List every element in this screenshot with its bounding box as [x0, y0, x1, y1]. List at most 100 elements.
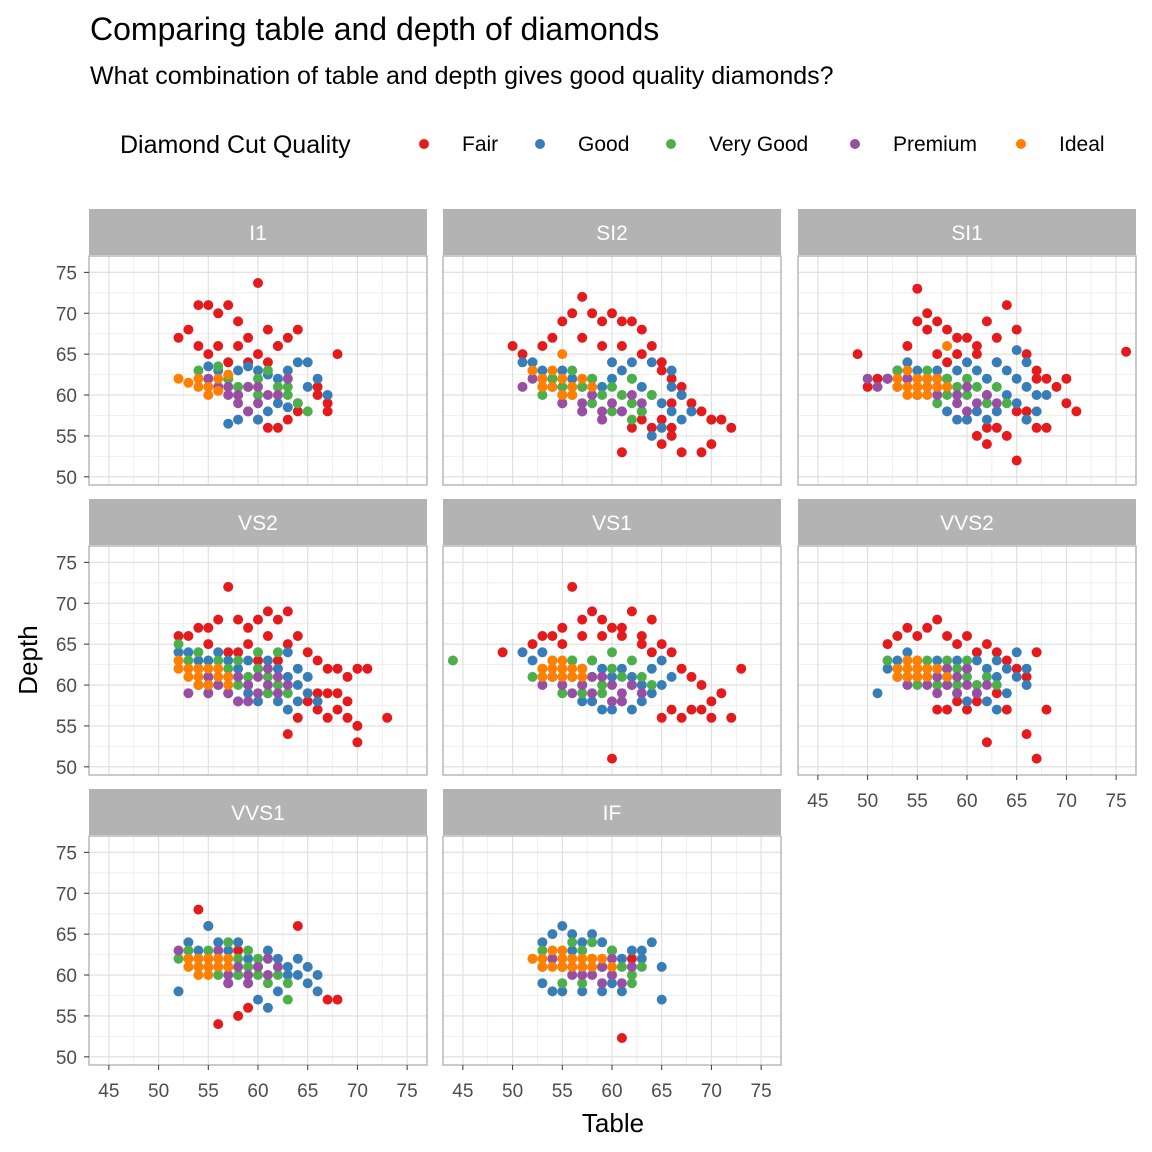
data-point-very-good: [597, 390, 608, 400]
data-point-good: [557, 921, 568, 931]
facet-strip-label: SI2: [596, 222, 628, 245]
data-point-good: [203, 361, 214, 372]
data-point-good: [666, 671, 677, 682]
data-point-ideal: [193, 373, 204, 384]
data-point-very-good: [203, 945, 214, 956]
data-point-good: [597, 986, 608, 997]
data-point-fair: [282, 332, 293, 343]
data-point-ideal: [557, 655, 568, 666]
data-point-good: [537, 647, 548, 658]
data-point-very-good: [942, 390, 953, 400]
data-point-fair: [213, 341, 224, 351]
data-point-good: [962, 414, 972, 425]
data-point-very-good: [607, 381, 617, 392]
data-point-fair: [607, 622, 617, 633]
data-point-ideal: [183, 671, 194, 682]
data-point-good: [607, 978, 617, 989]
data-point-ideal: [922, 381, 933, 392]
data-point-fair: [991, 688, 1002, 699]
data-point-very-good: [942, 373, 953, 384]
data-point-fair: [272, 655, 283, 666]
data-point-ideal: [922, 663, 933, 674]
data-point-premium: [233, 671, 244, 682]
data-point-good: [292, 663, 303, 674]
data-point-premium: [253, 671, 263, 682]
data-point-premium: [607, 696, 617, 707]
data-point-fair: [922, 308, 933, 319]
data-point-ideal: [902, 381, 913, 392]
data-point-very-good: [213, 361, 224, 372]
data-point-fair: [243, 639, 254, 650]
data-point-very-good: [447, 655, 458, 666]
x-tick-label: 65: [651, 1081, 672, 1102]
y-tick-label: 60: [56, 386, 77, 407]
data-point-fair: [962, 332, 972, 343]
data-point-fair: [1031, 647, 1042, 658]
data-point-ideal: [912, 655, 923, 666]
data-point-ideal: [203, 390, 214, 400]
data-point-good: [1011, 345, 1022, 356]
data-point-fair: [981, 737, 992, 748]
data-point-very-good: [243, 961, 254, 972]
data-point-premium: [243, 970, 254, 980]
data-point-fair: [312, 704, 323, 715]
data-point-fair: [1061, 373, 1072, 384]
data-point-ideal: [537, 961, 548, 972]
data-point-premium: [223, 978, 234, 989]
data-point-very-good: [547, 373, 558, 384]
data-point-fair: [706, 696, 717, 707]
data-point-premium: [272, 688, 283, 699]
facet-strip-label: VS1: [592, 512, 632, 535]
data-point-very-good: [292, 398, 303, 409]
data-point-good: [302, 357, 313, 368]
data-point-ideal: [567, 953, 578, 964]
data-point-fair: [981, 439, 992, 450]
data-point-ideal: [932, 373, 943, 384]
y-tick-label: 75: [56, 263, 77, 284]
data-point-fair: [626, 606, 637, 617]
data-point-premium: [962, 663, 972, 674]
y-tick-label: 65: [56, 925, 77, 946]
data-point-fair: [1051, 381, 1062, 392]
data-point-good: [952, 414, 963, 425]
data-point-fair: [322, 994, 333, 1005]
data-point-premium: [971, 398, 982, 409]
data-point-premium: [223, 381, 234, 392]
data-point-fair: [312, 390, 323, 400]
data-point-good: [1021, 357, 1032, 368]
x-tick-label: 45: [98, 1081, 119, 1102]
facet-strip: [443, 499, 781, 545]
data-point-premium: [952, 390, 963, 400]
x-tick-label: 50: [148, 1081, 169, 1102]
data-point-good: [656, 961, 667, 972]
data-point-fair: [587, 308, 598, 319]
facet-strip: [89, 499, 427, 545]
data-point-ideal: [902, 655, 913, 666]
data-point-good: [567, 945, 578, 956]
x-tick-label: 55: [907, 791, 928, 812]
data-point-fair: [272, 422, 283, 433]
data-point-fair: [1001, 704, 1012, 715]
data-point-premium: [213, 945, 224, 956]
data-point-good: [991, 704, 1002, 715]
data-point-premium: [636, 688, 647, 699]
data-point-fair: [223, 300, 234, 311]
data-point-fair: [262, 606, 273, 617]
data-point-very-good: [646, 390, 657, 400]
data-point-fair: [686, 398, 697, 409]
data-point-premium: [577, 398, 588, 409]
data-point-ideal: [173, 373, 184, 384]
data-point-fair: [942, 324, 953, 335]
facet-panel-if: IF 45 50 55 60 65 70 75: [442, 789, 782, 1102]
data-point-fair: [577, 631, 588, 641]
data-point-fair: [193, 904, 204, 915]
data-point-good: [537, 978, 548, 989]
data-point-premium: [233, 390, 244, 400]
chart-subtitle: What combination of table and depth give…: [90, 62, 834, 90]
data-point-good: [292, 970, 303, 980]
data-point-ideal: [183, 377, 194, 388]
data-point-good: [292, 953, 303, 964]
data-point-fair: [932, 614, 943, 625]
data-point-ideal: [203, 953, 214, 964]
data-point-fair: [292, 406, 303, 417]
